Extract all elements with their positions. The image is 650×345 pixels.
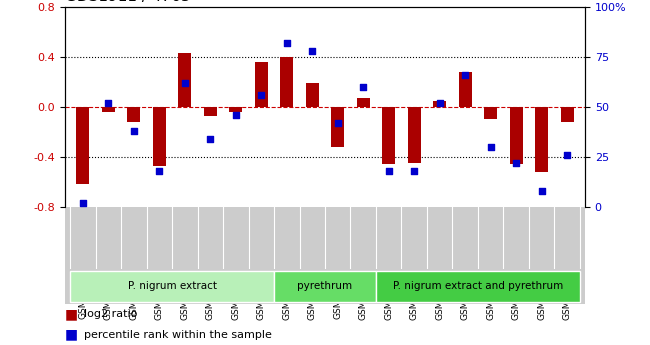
Bar — [459, 72, 471, 107]
Point — [77, 200, 88, 206]
Point — [460, 72, 471, 78]
Bar — [204, 107, 216, 116]
Bar — [179, 53, 191, 107]
Point — [358, 84, 369, 90]
Point — [179, 80, 190, 86]
Bar — [561, 107, 573, 122]
Bar — [408, 107, 421, 163]
Point — [434, 100, 445, 106]
Text: P. nigrum extract: P. nigrum extract — [127, 282, 216, 291]
Point — [307, 48, 317, 54]
Point — [256, 92, 266, 98]
Bar — [484, 107, 497, 119]
Bar — [382, 107, 395, 165]
FancyBboxPatch shape — [376, 271, 580, 302]
Bar — [357, 98, 370, 107]
Text: log2 ratio: log2 ratio — [84, 309, 138, 319]
Bar — [255, 62, 268, 107]
Point — [486, 144, 496, 150]
Text: pyrethrum: pyrethrum — [298, 282, 352, 291]
FancyBboxPatch shape — [70, 271, 274, 302]
Point — [384, 168, 394, 174]
Text: percentile rank within the sample: percentile rank within the sample — [84, 330, 272, 339]
Bar — [229, 107, 242, 112]
Point — [536, 188, 547, 194]
Point — [333, 120, 343, 126]
Text: P. nigrum extract and pyrethrum: P. nigrum extract and pyrethrum — [393, 282, 563, 291]
Bar — [306, 83, 318, 107]
Point — [231, 112, 241, 118]
Bar — [102, 107, 114, 112]
Point — [129, 128, 139, 134]
Point — [281, 40, 292, 46]
Text: ■: ■ — [65, 307, 78, 321]
Bar — [280, 57, 293, 107]
Text: GDS1911 / 4763: GDS1911 / 4763 — [65, 0, 190, 4]
Bar — [332, 107, 344, 147]
Point — [409, 168, 419, 174]
Bar — [434, 101, 446, 107]
Bar — [536, 107, 548, 172]
Bar — [77, 107, 89, 185]
Bar — [127, 107, 140, 122]
Point — [205, 136, 216, 142]
Text: ■: ■ — [65, 328, 78, 342]
Point — [103, 100, 114, 106]
Bar — [510, 107, 523, 165]
Point — [154, 168, 164, 174]
FancyBboxPatch shape — [274, 271, 376, 302]
Point — [562, 152, 573, 158]
Bar — [153, 107, 166, 166]
Point — [511, 160, 521, 166]
